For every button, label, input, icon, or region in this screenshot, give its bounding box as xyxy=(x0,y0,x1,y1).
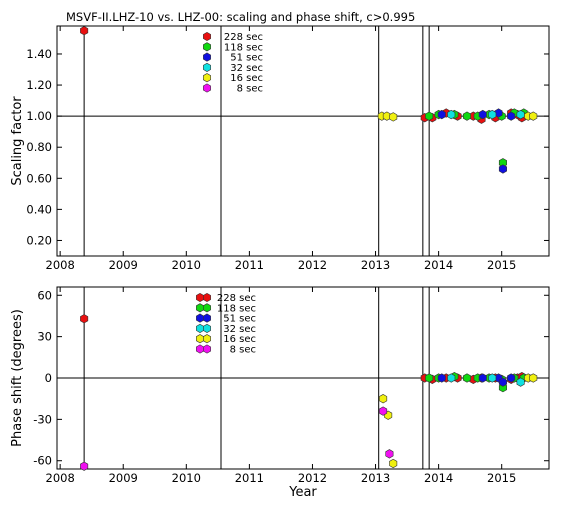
legend-marker xyxy=(203,303,211,313)
x-tick-label: 2014 xyxy=(424,258,453,272)
data-point-32-sec xyxy=(516,377,525,387)
x-tick-label: 2013 xyxy=(361,258,390,272)
y-axis-label: Phase shift (degrees) xyxy=(10,309,25,447)
legend-label: 16 sec xyxy=(223,334,256,345)
legend-marker xyxy=(203,83,211,93)
x-axis-label: Year xyxy=(288,485,317,500)
y-tick-label: 0.60 xyxy=(26,171,52,185)
data-point-16-sec xyxy=(389,112,398,122)
data-point-16-sec xyxy=(529,111,538,121)
legend-label: 51 sec xyxy=(223,314,256,325)
y-tick-label: 1.20 xyxy=(26,78,52,92)
x-tick-label: 2011 xyxy=(235,258,264,272)
data-point-51-sec xyxy=(507,111,516,121)
x-tick-label: 2012 xyxy=(298,471,327,485)
legend-marker xyxy=(203,292,211,303)
legend-label: 228 sec xyxy=(217,293,256,304)
data-point-118-sec xyxy=(425,373,434,383)
chart-title: MSVF-II.LHZ-10 vs. LHZ-00: scaling and p… xyxy=(66,10,415,24)
data-point-8-sec xyxy=(80,461,89,471)
x-tick-label: 2013 xyxy=(361,471,390,485)
legend-label: 32 sec xyxy=(223,324,256,335)
legend-marker xyxy=(196,292,204,303)
x-tick-label: 2008 xyxy=(46,471,75,485)
plot-frame xyxy=(56,25,550,257)
y-tick-label: 60 xyxy=(37,288,52,302)
data-point-32-sec xyxy=(488,109,497,120)
legend-label: 228 sec xyxy=(224,32,263,43)
legend-label: 32 sec xyxy=(230,63,263,74)
legend-label: 16 sec xyxy=(230,73,263,84)
y-tick-label: 0 xyxy=(45,371,52,385)
data-point-8-sec xyxy=(385,449,394,459)
data-point-16-sec xyxy=(389,458,398,469)
legend-label: 8 sec xyxy=(237,84,263,95)
data-point-228-sec xyxy=(80,314,89,324)
legend-label: 118 sec xyxy=(217,303,256,314)
legend-marker xyxy=(196,323,204,333)
y-tick-label: 0.40 xyxy=(26,202,52,216)
legend-marker xyxy=(203,334,211,344)
data-point-51-sec xyxy=(494,108,503,118)
legend-label: 8 sec xyxy=(230,345,256,356)
y-tick-label: 0.20 xyxy=(26,233,52,247)
y-tick-label: 1.00 xyxy=(26,109,52,123)
legend-marker xyxy=(203,52,211,62)
y-tick-label: 30 xyxy=(37,330,52,344)
legend-marker xyxy=(196,334,204,344)
legend-marker xyxy=(196,303,204,313)
phase-shift-panel: -60 -30 0 30 60 2008 2009 2010 2011 2012 2013 2014 2… xyxy=(10,286,550,485)
x-tick-label: 2015 xyxy=(487,471,516,485)
data-point-32-sec xyxy=(447,373,456,383)
data-point-16-sec xyxy=(379,394,388,404)
y-axis-label: Scaling factor xyxy=(10,96,25,186)
data-point-228-sec xyxy=(80,26,89,36)
y-tick-label: -30 xyxy=(33,412,52,426)
legend-marker xyxy=(203,313,211,323)
x-tick-label: 2009 xyxy=(109,471,138,485)
x-tick-label: 2012 xyxy=(298,258,327,272)
legend-marker xyxy=(203,344,211,354)
legend-marker xyxy=(203,62,211,72)
legend-label: 51 sec xyxy=(230,53,263,64)
data-point-118-sec xyxy=(462,373,472,383)
data-point-51-sec xyxy=(507,373,516,383)
data-point-118-sec xyxy=(425,111,434,121)
legend-label: 118 sec xyxy=(224,42,263,53)
x-tick-label: 2011 xyxy=(235,471,264,485)
legend-marker xyxy=(196,313,204,323)
y-tick-label: -60 xyxy=(33,454,52,468)
y-tick-label: 0.80 xyxy=(26,140,52,154)
data-point-32-sec xyxy=(488,373,497,383)
x-tick-label: 2009 xyxy=(109,258,138,272)
data-point-16-sec xyxy=(529,373,538,383)
x-tick-label: 2010 xyxy=(172,471,201,485)
legend-marker xyxy=(203,323,211,333)
data-point-51-sec xyxy=(478,109,487,120)
legend-marker xyxy=(203,42,211,52)
x-tick-label: 2014 xyxy=(424,471,453,485)
scaling-factor-panel: 0.20 0.40 0.60 0.80 1.00 1.20 1.40 2008 2009 2010… xyxy=(10,25,550,272)
data-point-118-sec xyxy=(462,111,472,121)
data-point-51-sec xyxy=(437,373,446,383)
legend-marker xyxy=(203,73,211,83)
legend-marker xyxy=(196,344,204,354)
data-point-32-sec xyxy=(516,109,525,120)
data-point-32-sec xyxy=(447,109,456,120)
legend-marker xyxy=(203,31,211,42)
data-point-51-sec xyxy=(437,109,446,120)
data-point-51-sec xyxy=(498,377,507,387)
x-tick-label: 2008 xyxy=(46,258,75,272)
data-point-51-sec xyxy=(498,164,507,174)
x-tick-label: 2015 xyxy=(487,258,516,272)
data-point-8-sec xyxy=(379,406,388,416)
data-point-51-sec xyxy=(478,373,487,383)
x-tick-label: 2010 xyxy=(172,258,201,272)
y-tick-label: 1.40 xyxy=(26,47,52,61)
